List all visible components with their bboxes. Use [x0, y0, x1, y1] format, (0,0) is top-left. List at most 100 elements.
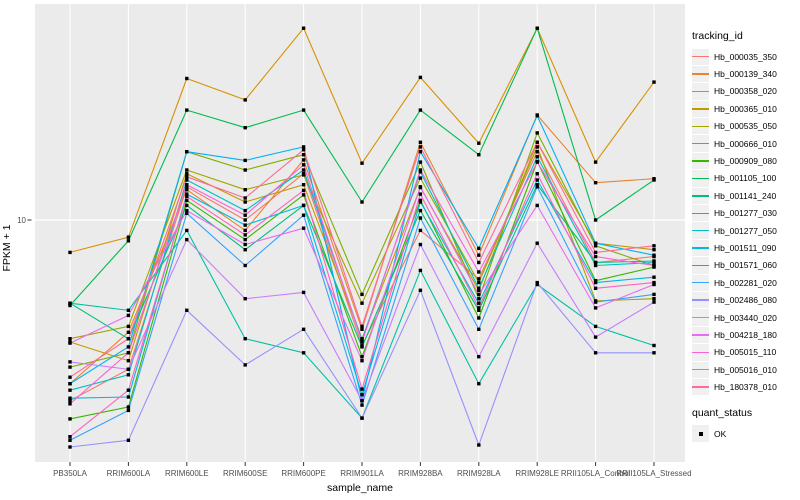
- legend-key-line-icon: [692, 90, 709, 93]
- legend-key-line-icon: [692, 212, 709, 214]
- legend-key-line-icon: [692, 56, 709, 58]
- legend-key-line-icon: [692, 73, 709, 75]
- data-point: [418, 168, 423, 172]
- data-point: [301, 290, 306, 295]
- data-point: [68, 399, 72, 403]
- data-point: [593, 160, 598, 164]
- data-point: [185, 175, 189, 179]
- data-point: [126, 313, 131, 318]
- legend-item-label: Hb_001277_050: [714, 225, 777, 236]
- legend-item: Hb_005016_010: [692, 361, 798, 378]
- data-point: [185, 203, 189, 208]
- data-point: [301, 188, 306, 193]
- legend-key: [692, 222, 709, 239]
- data-point: [593, 351, 598, 355]
- data-point: [126, 330, 131, 334]
- data-point: [301, 163, 306, 167]
- data-point: [418, 185, 423, 189]
- data-point: [243, 208, 247, 213]
- data-point: [360, 340, 364, 344]
- data-point: [593, 263, 598, 268]
- data-point: [477, 246, 481, 251]
- data-point: [477, 443, 481, 447]
- data-point: [126, 395, 131, 399]
- data-point: [301, 168, 306, 172]
- legend-item: Hb_004218_180: [692, 326, 798, 344]
- data-point: [243, 158, 247, 163]
- x-tick-label: RRII105LA_Control: [561, 469, 631, 478]
- data-point: [477, 286, 481, 290]
- legend-item: Hb_000666_010: [692, 135, 798, 152]
- data-point: [593, 254, 598, 259]
- chart-layer: [27, 4, 685, 466]
- legend-item-label: Hb_000139_340: [714, 69, 777, 80]
- legend-key: [692, 239, 709, 257]
- data-point: [243, 196, 247, 200]
- data-point: [301, 145, 306, 149]
- data-point: [126, 367, 131, 371]
- data-point: [477, 141, 481, 145]
- data-point: [652, 248, 656, 252]
- legend-key-line-icon: [692, 247, 709, 249]
- data-point: [418, 208, 423, 213]
- data-point: [243, 126, 247, 130]
- data-point: [418, 192, 423, 196]
- legend-key: [692, 100, 709, 118]
- data-point: [243, 337, 247, 341]
- data-point: [68, 337, 72, 341]
- x-tick-label: RRIM600LE: [165, 469, 209, 478]
- legend-quant-items: OK: [692, 425, 798, 442]
- data-point: [477, 301, 481, 305]
- legend-key: [692, 361, 709, 378]
- data-point: [360, 200, 364, 204]
- legend-item-label: Hb_002486_080: [714, 295, 777, 306]
- legend-item: Hb_005015_110: [692, 344, 798, 361]
- x-axis-title: sample_name: [327, 482, 393, 494]
- legend-key-line-icon: [692, 142, 709, 145]
- legend-key-line-icon: [692, 369, 709, 371]
- x-tick-label: RRIM600PE: [281, 469, 325, 478]
- data-point: [243, 200, 247, 204]
- legend-key-line-icon: [692, 316, 709, 319]
- legend-key-line-icon: [692, 264, 709, 267]
- legend-key: [692, 170, 709, 187]
- legend-key: [692, 274, 709, 291]
- data-point: [652, 351, 656, 355]
- data-point: [535, 155, 539, 159]
- data-point: [360, 292, 364, 297]
- legend-key: [692, 344, 709, 361]
- data-point: [477, 306, 481, 310]
- data-point: [535, 26, 539, 30]
- data-point: [301, 183, 306, 187]
- data-point: [126, 438, 131, 442]
- data-point: [243, 223, 247, 227]
- data-point: [477, 153, 481, 157]
- data-point: [418, 75, 423, 80]
- data-point: [301, 26, 306, 30]
- legend-key: [692, 291, 709, 309]
- legend-item: Hb_000035_350: [692, 48, 798, 65]
- data-point: [185, 192, 189, 196]
- legend-key: [692, 309, 709, 326]
- x-tick-label: RRIM600LA: [107, 469, 151, 478]
- data-point: [301, 153, 306, 157]
- legend-item-label: Hb_000909_080: [714, 156, 777, 167]
- data-point: [593, 280, 598, 285]
- data-point: [535, 178, 539, 182]
- data-point: [360, 345, 364, 349]
- data-point: [652, 275, 656, 279]
- legend-key: [692, 118, 709, 135]
- data-point: [185, 308, 189, 312]
- legend-key-line-icon: [692, 351, 709, 354]
- data-point: [535, 172, 539, 176]
- legend-item: Hb_000139_340: [692, 65, 798, 83]
- data-point: [593, 250, 598, 255]
- data-point: [68, 365, 72, 369]
- data-point: [477, 270, 481, 274]
- data-point: [418, 150, 423, 154]
- data-point: [301, 158, 306, 162]
- data-point: [593, 279, 598, 283]
- data-point: [652, 178, 656, 182]
- legend: tracking_id Hb_000035_350 Hb_000139_340 Hb…: [692, 30, 798, 442]
